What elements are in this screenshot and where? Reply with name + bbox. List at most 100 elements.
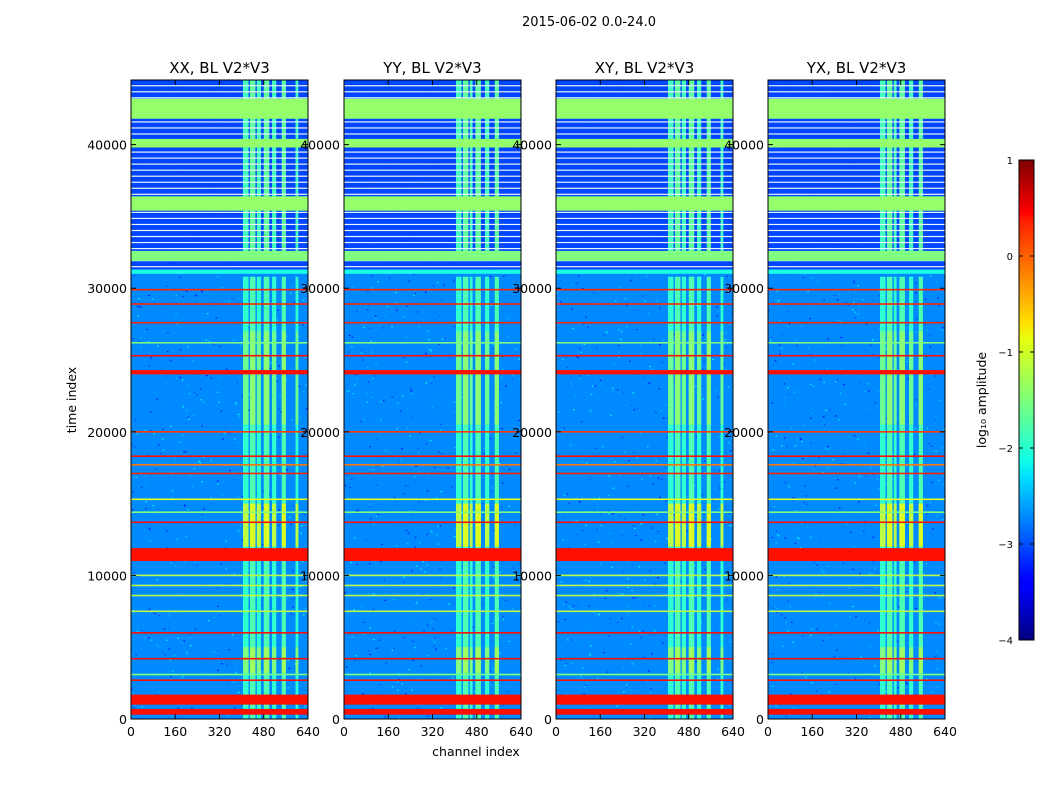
noise-pixel xyxy=(431,621,433,623)
noise-pixel xyxy=(580,641,583,643)
noise-pixel xyxy=(802,276,805,278)
noise-pixel xyxy=(290,523,293,525)
noise-pixel xyxy=(174,458,177,460)
noise-pixel xyxy=(439,315,441,317)
noise-pixel xyxy=(579,375,581,377)
noise-pixel xyxy=(157,439,159,441)
noise-pixel xyxy=(724,339,727,341)
noise-pixel xyxy=(596,528,598,530)
noise-pixel xyxy=(375,315,377,317)
noise-pixel xyxy=(426,533,428,536)
noise-pixel xyxy=(189,633,192,635)
noise-pixel xyxy=(286,597,288,599)
noise-pixel xyxy=(221,287,223,289)
flag-line xyxy=(344,341,521,344)
rfi-band xyxy=(243,647,249,674)
rfi-band xyxy=(272,647,277,674)
noise-pixel xyxy=(704,591,706,593)
noise-pixel xyxy=(377,281,379,283)
noise-pixel xyxy=(366,401,369,403)
noise-pixel xyxy=(357,290,360,292)
noise-pixel xyxy=(418,326,420,328)
noise-pixel xyxy=(364,566,367,568)
noise-pixel xyxy=(377,503,380,505)
noise-pixel xyxy=(419,432,421,434)
noise-pixel xyxy=(429,598,432,601)
noise-pixel xyxy=(588,580,590,582)
noise-pixel xyxy=(659,496,661,499)
noise-pixel xyxy=(405,301,407,303)
noise-pixel xyxy=(208,310,211,312)
noise-pixel xyxy=(505,327,507,330)
noise-pixel xyxy=(705,458,707,460)
noise-pixel xyxy=(618,592,620,594)
noise-pixel xyxy=(656,513,658,515)
flagged-band xyxy=(131,548,308,562)
noise-pixel xyxy=(600,513,602,515)
noise-pixel xyxy=(435,312,437,314)
noise-pixel xyxy=(504,317,506,319)
noise-pixel xyxy=(408,485,410,488)
noise-pixel xyxy=(210,301,212,303)
noise-pixel xyxy=(446,380,448,382)
flagged-band xyxy=(556,708,733,715)
noise-pixel xyxy=(354,660,356,662)
noise-pixel xyxy=(652,483,654,485)
noise-pixel xyxy=(166,639,168,641)
noise-pixel xyxy=(225,540,227,542)
noise-pixel xyxy=(489,477,491,480)
noise-pixel xyxy=(941,413,943,415)
noise-pixel xyxy=(853,546,855,548)
flag-line xyxy=(344,91,521,93)
noise-pixel xyxy=(852,287,854,290)
noise-pixel xyxy=(771,536,773,539)
noise-pixel xyxy=(879,327,881,330)
y-tick-label: 30000 xyxy=(724,281,764,296)
noise-pixel xyxy=(719,436,721,438)
flag-line xyxy=(768,235,945,238)
noise-pixel xyxy=(164,444,166,446)
noise-pixel xyxy=(827,448,829,450)
noise-pixel xyxy=(810,384,812,386)
noise-pixel xyxy=(363,384,366,386)
rfi-band xyxy=(462,331,469,425)
noise-pixel xyxy=(941,327,944,329)
noise-pixel xyxy=(370,340,372,342)
noise-pixel xyxy=(435,618,437,620)
noise-pixel xyxy=(213,617,216,619)
noise-pixel xyxy=(177,373,180,375)
noise-pixel xyxy=(354,649,357,651)
noise-pixel xyxy=(299,335,301,338)
noise-pixel xyxy=(270,509,272,511)
rfi-band xyxy=(886,503,893,547)
noise-pixel xyxy=(854,311,856,313)
noise-pixel xyxy=(877,357,880,359)
noise-pixel xyxy=(414,344,416,346)
noise-pixel xyxy=(801,440,803,443)
noise-pixel xyxy=(406,482,408,484)
noise-pixel xyxy=(667,616,669,618)
noise-pixel xyxy=(935,281,938,283)
noise-pixel xyxy=(140,306,143,308)
noise-pixel xyxy=(897,687,899,689)
noise-pixel xyxy=(801,523,803,525)
flag-line xyxy=(768,217,945,220)
noise-pixel xyxy=(907,420,909,422)
noise-pixel xyxy=(500,402,502,404)
noise-pixel xyxy=(423,628,425,630)
noise-pixel xyxy=(935,655,937,657)
noise-pixel xyxy=(923,438,926,440)
flag-line xyxy=(556,97,733,99)
flag-line xyxy=(556,247,733,250)
noise-pixel xyxy=(897,277,899,279)
flag-line xyxy=(131,679,308,682)
rfi-band xyxy=(909,331,914,425)
noise-pixel xyxy=(809,583,812,585)
flag-line xyxy=(556,472,733,475)
noise-pixel xyxy=(415,603,417,605)
noise-pixel xyxy=(290,419,293,421)
x-tick-label: 480 xyxy=(889,724,913,739)
noise-pixel xyxy=(621,531,623,534)
noise-pixel xyxy=(518,419,520,422)
noise-pixel xyxy=(789,615,791,618)
